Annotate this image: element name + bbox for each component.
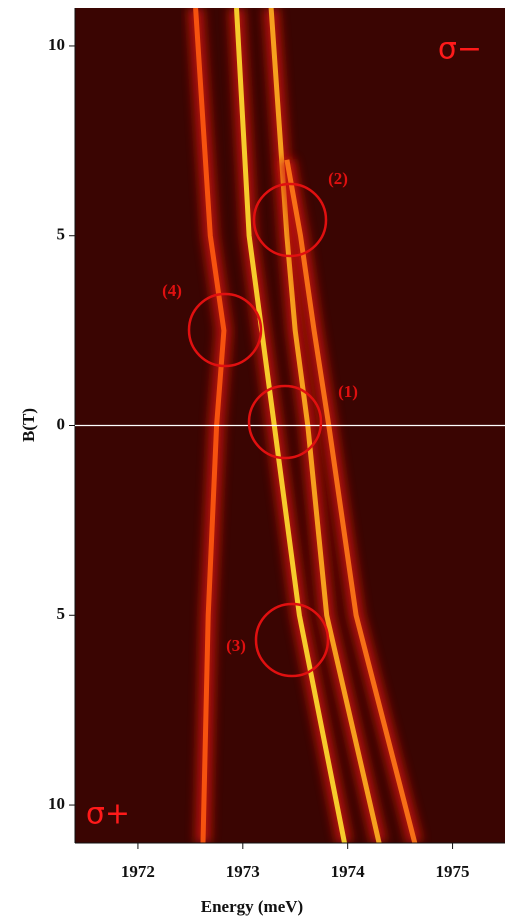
annotation-circle: [254, 602, 330, 678]
y-axis-label: B(T): [19, 408, 38, 442]
x-axis-label: Energy (meV): [201, 897, 303, 916]
line: [284, 159, 418, 843]
y-tick-label: 0: [57, 414, 66, 433]
annotation: σ+: [86, 797, 130, 832]
y-tick-label: 5: [57, 225, 66, 244]
y-tick-label: 10: [48, 794, 65, 813]
x-tick-label: 1975: [436, 862, 470, 881]
annotation: (3): [226, 636, 246, 655]
annotation-circle: [187, 292, 263, 368]
annotation: (4): [162, 281, 182, 300]
annotation: (1): [338, 382, 358, 401]
line: [234, 8, 347, 843]
annotation-circle: [252, 182, 328, 258]
annotation-circle: [247, 384, 323, 460]
line: [268, 8, 382, 843]
x-tick-label: 1973: [226, 862, 260, 881]
x-tick-label: 1974: [331, 862, 366, 881]
y-tick-label: 10: [48, 35, 65, 54]
annotation: σ−: [438, 32, 482, 67]
y-tick-label: 5: [57, 604, 66, 623]
annotation: (2): [328, 169, 348, 188]
x-tick-label: 1972: [121, 862, 155, 881]
line: [193, 8, 227, 843]
